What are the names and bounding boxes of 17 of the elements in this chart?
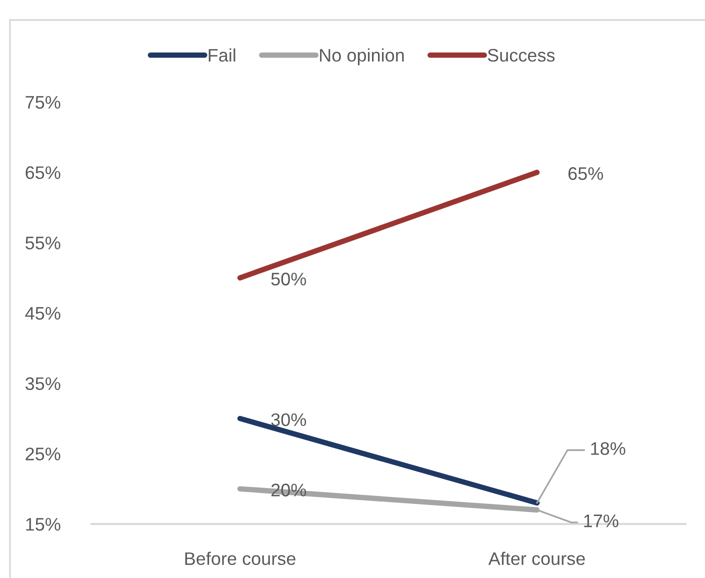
- y-tick-label: 35%: [25, 377, 60, 390]
- y-tick-label: 55%: [26, 236, 60, 250]
- y-tick-label: 15%: [26, 518, 60, 531]
- y-tick-label: 65%: [26, 166, 60, 180]
- legend-label: No opinion: [320, 48, 404, 66]
- y-tick-label: 45%: [25, 307, 60, 320]
- x-tick-label: After course: [488, 552, 585, 566]
- y-tick-label: 75%: [26, 96, 60, 109]
- data-label: 18%: [591, 442, 626, 455]
- x-tick-label: Before course: [185, 552, 296, 566]
- legend-label: Success: [488, 48, 555, 62]
- y-tick-label: 25%: [26, 448, 60, 460]
- data-label: 65%: [568, 167, 604, 180]
- data-label: 50%: [271, 272, 306, 286]
- data-label: 17%: [584, 514, 618, 528]
- legend-label: Fail: [208, 48, 236, 62]
- data-label: 30%: [271, 413, 306, 426]
